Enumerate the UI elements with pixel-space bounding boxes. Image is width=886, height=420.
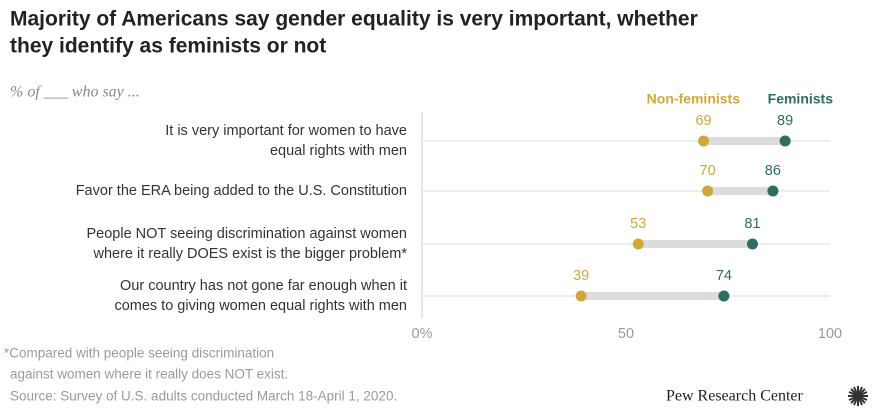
value-label: 86: [765, 163, 781, 179]
chart-title: Majority of Americans say gender equalit…: [10, 8, 698, 31]
range-bar: [707, 187, 773, 195]
dot: [779, 135, 791, 147]
dot: [575, 290, 587, 302]
logo: [848, 386, 868, 406]
category-label: Our country has not gone far enough when…: [120, 278, 407, 294]
subtitle: % of ___ who say ...: [10, 84, 140, 101]
credit: Pew Research Center: [666, 388, 804, 405]
dot: [632, 238, 644, 250]
category-label: equal rights with men: [270, 143, 407, 159]
dot: [702, 185, 714, 197]
range-bar: [638, 240, 753, 248]
value-label: 81: [744, 216, 760, 232]
legend-label: Non-feminists: [647, 91, 741, 107]
note: *Compared with people seeing discriminat…: [4, 346, 274, 361]
category-label: where it really DOES exist is the bigger…: [93, 246, 408, 262]
legend-label: Feminists: [768, 91, 834, 107]
value-label: 39: [573, 268, 589, 284]
x-tick-label: 100: [818, 326, 842, 342]
value-label: 69: [695, 113, 711, 129]
range-bar: [703, 137, 786, 145]
category-label: It is very important for women to have: [165, 123, 407, 139]
category-label: Favor the ERA being added to the U.S. Co…: [76, 183, 407, 199]
chart-title: they identify as feminists or not: [10, 35, 326, 58]
source: Source: Survey of U.S. adults conducted …: [10, 389, 397, 404]
x-tick-label: 50: [618, 326, 634, 342]
x-tick-label: 0%: [412, 326, 433, 342]
note: against women where it really does NOT e…: [10, 367, 288, 382]
category-label: People NOT seeing discrimination against…: [86, 226, 407, 242]
dot: [698, 135, 710, 147]
value-label: 53: [630, 216, 646, 232]
dot: [767, 185, 779, 197]
range-bar: [581, 292, 724, 300]
dot: [746, 238, 758, 250]
value-label: 70: [700, 163, 716, 179]
value-label: 89: [777, 113, 793, 129]
value-label: 74: [716, 268, 732, 284]
dot: [718, 290, 730, 302]
category-label: comes to giving women equal rights with …: [114, 298, 407, 314]
